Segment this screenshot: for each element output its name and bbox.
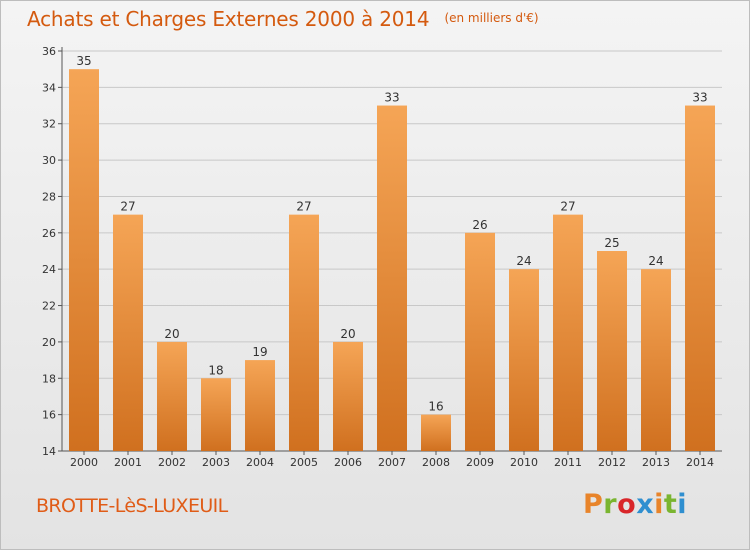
- x-tick-label-2014: 2014: [686, 456, 714, 469]
- value-label-2013: 24: [648, 254, 663, 268]
- logo-letter: i: [677, 489, 688, 520]
- y-tick-label: 14: [42, 445, 56, 458]
- y-tick-label: 22: [42, 300, 56, 313]
- x-tick-label-2003: 2003: [202, 456, 230, 469]
- y-tick-label: 16: [42, 409, 56, 422]
- value-label-2000: 35: [76, 54, 91, 68]
- logo-letter: t: [663, 489, 678, 520]
- x-tick-label-2011: 2011: [554, 456, 582, 469]
- x-tick-label-2002: 2002: [158, 456, 186, 469]
- logo-letter: P: [583, 489, 604, 520]
- x-tick-label-2012: 2012: [598, 456, 626, 469]
- x-tick-label-2004: 2004: [246, 456, 274, 469]
- chart-header: Achats et Charges Externes 2000 à 2014 (…: [27, 7, 539, 31]
- commune-name: BROTTE-LèS-LUXEUIL: [36, 495, 228, 517]
- x-tick-label-2010: 2010: [510, 456, 538, 469]
- x-tick-label-2000: 2000: [70, 456, 98, 469]
- x-tick-label-2009: 2009: [466, 456, 494, 469]
- y-tick-label: 26: [42, 227, 56, 240]
- y-tick-label: 20: [42, 336, 56, 349]
- y-tick-label: 30: [42, 154, 56, 167]
- bar-2006: [333, 341, 363, 451]
- x-tick-label-2005: 2005: [290, 456, 318, 469]
- value-label-2004: 19: [252, 345, 267, 359]
- value-label-2006: 20: [340, 327, 355, 341]
- value-label-2011: 27: [560, 200, 575, 214]
- value-label-2003: 18: [208, 363, 223, 377]
- bar-2012: [597, 251, 627, 451]
- logo-letter: x: [636, 489, 655, 520]
- y-tick-label: 32: [42, 118, 56, 131]
- value-label-2008: 16: [428, 400, 443, 414]
- y-tick-label: 36: [42, 45, 56, 58]
- bar-2001: [113, 214, 143, 451]
- y-tick-label: 24: [42, 263, 56, 276]
- y-tick-labels: 14 16 18 20 22 24 26 28 30 32 34 36: [42, 45, 56, 458]
- bar-2000: [69, 69, 99, 451]
- value-label-2009: 26: [472, 218, 487, 232]
- bar-2007: [377, 105, 407, 451]
- bar-2005: [289, 214, 319, 451]
- chart-units: (en milliers d'€): [444, 11, 539, 25]
- value-label-2002: 20: [164, 327, 179, 341]
- value-label-2012: 25: [604, 236, 619, 250]
- bar-2002: [157, 341, 187, 451]
- value-label-2014: 33: [692, 91, 707, 105]
- x-tick-label-2013: 2013: [642, 456, 670, 469]
- logo-letter: r: [603, 489, 618, 520]
- bar-2009: [465, 232, 495, 451]
- proxiti-logo[interactable]: Proxiti: [583, 489, 687, 520]
- bar-2011: [553, 214, 583, 451]
- chart-title: Achats et Charges Externes 2000 à 2014: [27, 7, 430, 31]
- bar-2003: [201, 378, 231, 451]
- bar-2014: [685, 105, 715, 451]
- value-label-2007: 33: [384, 91, 399, 105]
- y-tick-label: 34: [42, 81, 56, 94]
- x-tick-label-2006: 2006: [334, 456, 362, 469]
- y-tick-label: 18: [42, 372, 56, 385]
- x-tick-label-2007: 2007: [378, 456, 406, 469]
- x-tick-labels: 2000 2001 2002 2003 2004 2005 2006 2007 2008 2009…: [70, 456, 714, 469]
- logo-letter: i: [654, 489, 664, 520]
- bar-2013: [641, 269, 671, 451]
- value-label-2001: 27: [120, 200, 135, 214]
- bar-2010: [509, 269, 539, 451]
- value-label-2010: 24: [516, 254, 531, 268]
- x-tick-label-2008: 2008: [422, 456, 450, 469]
- logo-letter: o: [617, 489, 637, 520]
- value-labels: 35 27 20 18 19 27 20 33 16 26 24 27 25 24 33: [76, 54, 707, 413]
- bar-2008: [421, 414, 451, 451]
- value-label-2005: 27: [296, 200, 311, 214]
- x-tick-label-2001: 2001: [114, 456, 142, 469]
- y-tick-label: 28: [42, 190, 56, 203]
- bar-2004: [245, 360, 275, 451]
- bars: [69, 69, 715, 451]
